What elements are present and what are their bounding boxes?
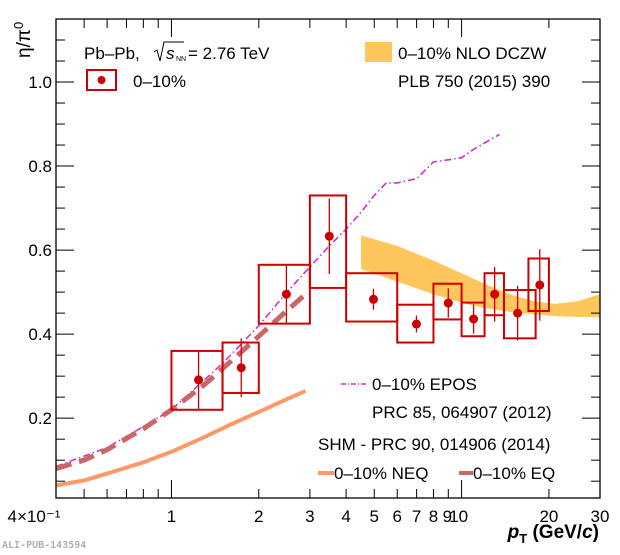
x-tick-label: 4×10⁻¹ [8,507,61,526]
data-point [432,282,463,321]
data-point [460,301,486,338]
systematic-error-box [527,257,550,313]
x-tick-label: 10 [449,507,468,526]
data-marker [490,289,500,299]
legend-shm-entry: SHM - PRC 90, 014906 (2014) 0–10% NEQ 0–… [318,435,555,483]
data-point [221,338,260,398]
svg-text:0–10% NEQ: 0–10% NEQ [334,464,429,483]
systematic-error-box [502,289,537,340]
x-tick-label: 2 [254,507,263,526]
legend-nlo-swatch-icon [365,42,392,62]
data-marker [281,289,291,299]
data-point [527,249,550,321]
data-marker [513,308,523,318]
x-axis-title: pT (GeV/c) [507,522,599,546]
model-curves-layer [56,133,500,488]
systematic-error-box [432,282,463,321]
sqrt-sign [153,41,184,62]
data-marker [443,298,453,308]
data-marker [411,319,421,329]
data-point [396,303,435,344]
x-tick-label: 1 [167,507,176,526]
data-point [308,194,348,289]
x-tick-label: 6 [392,507,401,526]
publication-id-watermark: ALI-PUB-143594 [2,540,87,551]
x-tick-label: 30 [591,507,610,526]
svg-text:Pb–Pb,: Pb–Pb, [84,44,140,63]
nlo-dczw-band [361,235,600,318]
shm-eq-curve [56,292,308,471]
shm-neq-curve [56,389,307,488]
legend-data-marker-icon [97,76,106,84]
svg-text:0–10% NLO DCZW: 0–10% NLO DCZW [398,44,546,63]
svg-text:= 2.76 TeV: = 2.76 TeV [188,44,270,63]
svg-text:0–10% EQ: 0–10% EQ [473,464,555,483]
data-point [483,266,505,322]
axis-ticks: 4×10⁻¹ 1 2 3 4 5 6 7 8 910 20 30 0.2 0.4 0.6 0.8 1.0 [8,19,610,526]
data-marker [236,363,246,373]
svg-text:0–10%: 0–10% [133,72,186,91]
x-tick-label: 3 [305,507,314,526]
legend-data-entry: 0–10% [86,69,186,91]
data-point [345,272,399,323]
data-marker [368,294,378,304]
data-marker [469,314,479,324]
x-tick-label: 5 [370,507,379,526]
svg-text:SHM - PRC 90, 014906 (2014): SHM - PRC 90, 014906 (2014) [318,435,550,454]
y-tick-label: 0.8 [28,157,52,176]
x-tick-label: 7 [412,507,421,526]
x-tick-label: 20 [539,507,558,526]
systematic-error-box [257,263,311,325]
systematic-error-box [345,272,399,323]
data-point [257,263,311,325]
data-marker [324,231,334,241]
data-marker [535,280,545,290]
systematic-error-box [396,303,435,344]
x-tick-label: 8 [429,507,438,526]
svg-text:PLB 750 (2015) 390: PLB 750 (2015) 390 [398,72,550,91]
nlo-band-layer [361,235,600,318]
y-axis-title-sup: 0 [11,22,26,29]
legend-epos-entry: 0–10% EPOS PRC 85, 064907 (2012) [341,375,552,422]
systematic-error-box [308,194,348,289]
y-axis-title: η/π0 [11,22,35,58]
legend-data-box-icon [86,69,117,91]
y-tick-label: 1.0 [28,73,52,92]
svg-text:0–10% EPOS: 0–10% EPOS [372,375,477,394]
svg-text:NN: NN [176,56,186,63]
legend-system-label: Pb–Pb, s NN = 2.76 TeV [84,41,270,63]
x-tick-label: 4 [341,507,350,526]
legend-nlo-entry: 0–10% NLO DCZW PLB 750 (2015) 390 [365,42,550,91]
svg-text:s: s [166,44,175,63]
systematic-error-box [460,301,486,338]
data-point [170,349,224,411]
svg-text:PRC 85, 064907 (2012): PRC 85, 064907 (2012) [372,403,552,422]
y-tick-label: 0.4 [28,325,52,344]
y-tick-label: 0.2 [28,409,52,428]
data-points-layer [170,194,550,411]
y-tick-label: 0.6 [28,241,52,260]
data-point [502,285,537,341]
axes-frame [55,18,601,499]
plot-frame [55,18,601,499]
x-tick-label: 9 [443,507,452,526]
data-marker [194,375,204,385]
